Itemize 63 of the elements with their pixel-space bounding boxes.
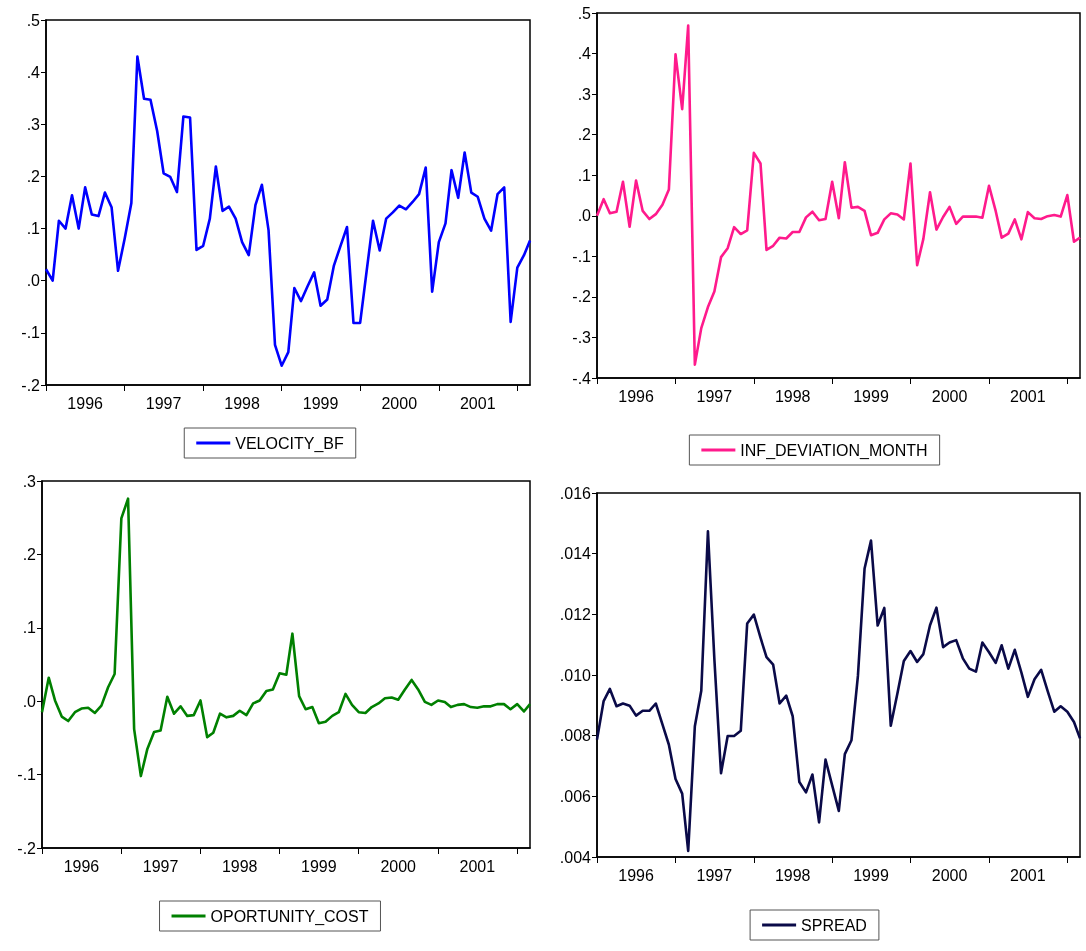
x-tick-label: 1999 [853,387,889,405]
y-tick-label: -.1 [572,247,592,265]
x-tick-label: 2000 [931,866,968,884]
x-tick-label: 1998 [221,857,258,875]
y-tick-label: .016 [559,484,592,502]
x-tick-label: 1996 [67,394,104,412]
y-tick-label: .5 [26,11,41,29]
y-tick-label: .3 [577,85,592,103]
x-tick-label: 2001 [1010,387,1046,405]
y-tick-label: .0 [22,692,37,710]
x-tick-label: 2000 [931,387,968,405]
x-tick-label: 2000 [381,394,418,412]
x-tick-label: 1997 [142,857,179,875]
line-series [40,497,532,778]
y-tick-label: .010 [559,666,592,684]
line-series [44,55,532,368]
y-tick-label: -.2 [572,288,592,306]
y-tick-label: -.1 [17,766,37,784]
y-tick-label: -.4 [572,369,592,387]
legend-label: OPORTUNITY_COST [210,907,369,926]
x-tick-label: 1999 [301,857,337,875]
x-tick-label: 1996 [618,387,654,405]
legend-label: VELOCITY_BF [235,434,344,453]
y-tick-label: -.2 [21,376,41,394]
y-tick-label: .012 [559,605,592,623]
y-tick-label: -.1 [21,324,41,342]
y-tick-label: .2 [26,167,41,185]
y-tick-label: .3 [22,472,37,490]
x-tick-label: 1998 [774,866,811,884]
x-tick-label: 1996 [618,866,654,884]
y-tick-label: .004 [559,848,592,866]
y-tick-label: -.2 [17,839,37,857]
y-tick-label: .014 [559,545,592,563]
y-tick-label: .5 [577,4,592,22]
y-tick-label: .4 [577,45,592,63]
legend-label: INF_DEVIATION_MONTH [740,441,928,460]
y-tick-label: .3 [26,115,41,133]
x-tick-label: 1997 [696,387,733,405]
y-tick-label: .0 [26,272,41,290]
x-tick-label: 2001 [1010,866,1046,884]
y-tick-label: .008 [559,727,592,745]
y-tick-label: .2 [577,126,592,144]
y-tick-label: .4 [26,63,41,81]
x-tick-label: 1999 [302,394,339,412]
x-tick-label: 1999 [853,866,889,884]
x-tick-label: 2000 [380,857,417,875]
y-tick-label: .1 [26,220,41,238]
y-tick-label: .006 [559,787,592,805]
x-tick-label: 2001 [459,394,496,412]
x-tick-label: 1998 [224,394,260,412]
y-tick-label: .1 [577,166,592,184]
y-tick-label: -.3 [572,328,592,346]
line-series [595,529,1082,853]
y-tick-label: .1 [22,619,37,637]
x-tick-label: 1997 [696,866,733,884]
x-tick-label: 1997 [145,394,182,412]
x-tick-label: 2001 [459,857,496,875]
x-tick-label: 1998 [774,387,811,405]
x-tick-label: 1996 [63,857,100,875]
y-tick-label: .0 [577,207,592,225]
line-series [595,24,1082,366]
y-tick-label: .2 [22,545,37,563]
legend-label: SPREAD [801,916,867,934]
